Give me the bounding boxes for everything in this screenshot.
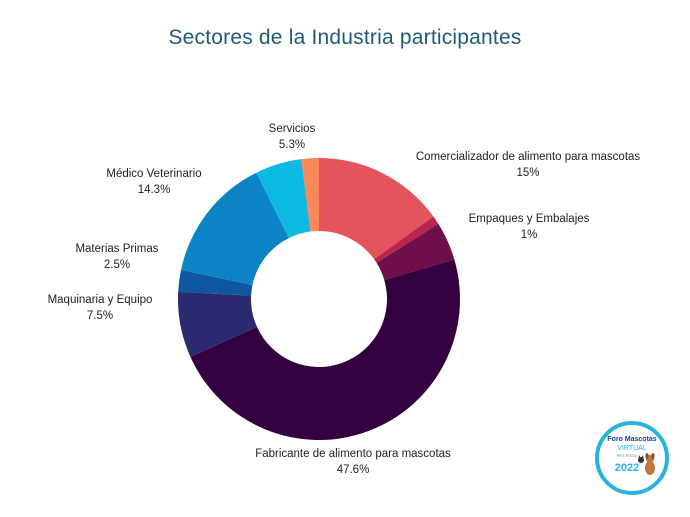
slice-servicios [256, 159, 311, 239]
slice-label-empaques-y-embalajes: Empaques y Embalajes [469, 213, 590, 225]
dog-icon [645, 453, 655, 475]
slice-8 [301, 158, 319, 232]
slice-label-materias-primas: Materias Primas [75, 243, 158, 255]
slice-comercializador-de-alimento-para-mascotas [319, 158, 434, 260]
slice-value-fabricante-de-alimento-para-mascotas: 47.6% [337, 464, 370, 476]
logo-year: 2022 [615, 462, 639, 474]
slice-label-servicios: Servicios [269, 123, 316, 135]
slice-label-medico-veterinario: Médico Veterinario [106, 168, 201, 180]
cat-icon [638, 455, 644, 463]
slice-empaques-y-embalajes [374, 216, 439, 263]
chart-title: Sectores de la Industria participantes [168, 26, 522, 49]
slice-value-servicios: 5.3% [279, 139, 305, 151]
logo-line1: Foro Mascotas [607, 436, 657, 443]
logo-ring [595, 421, 669, 495]
slice-label-maquinaria-y-equipo: Maquinaria y Equipo [48, 294, 153, 306]
slice-medico-veterinario [181, 172, 289, 285]
slice-materias-primas [178, 269, 253, 296]
slice-value-maquinaria-y-equipo: 7.5% [87, 310, 113, 322]
logo-line2: VIRTUAL [617, 445, 647, 452]
slice-value-empaques-y-embalajes: 1% [521, 229, 538, 241]
foro-mascotas-logo: Foro Mascotas VIRTUAL PET-FOOD 2022 [595, 421, 669, 495]
slice-maquinaria-y-equipo [177, 291, 257, 357]
slice-label-fabricante-de-alimento-para-mascotas: Fabricante de alimento para mascotas [255, 448, 451, 460]
slice-2 [376, 223, 455, 280]
slice-value-comercializador-de-alimento-para-mascotas: 15% [516, 167, 539, 179]
slice-value-medico-veterinario: 14.3% [138, 184, 171, 196]
slice-fabricante-de-alimento-para-mascotas [190, 259, 461, 441]
slice-label-comercializador-de-alimento-para-mascotas: Comercializador de alimento para mascota… [416, 151, 641, 163]
slice-value-materias-primas: 2.5% [104, 259, 130, 271]
logo-line3: PET-FOOD [617, 453, 638, 458]
